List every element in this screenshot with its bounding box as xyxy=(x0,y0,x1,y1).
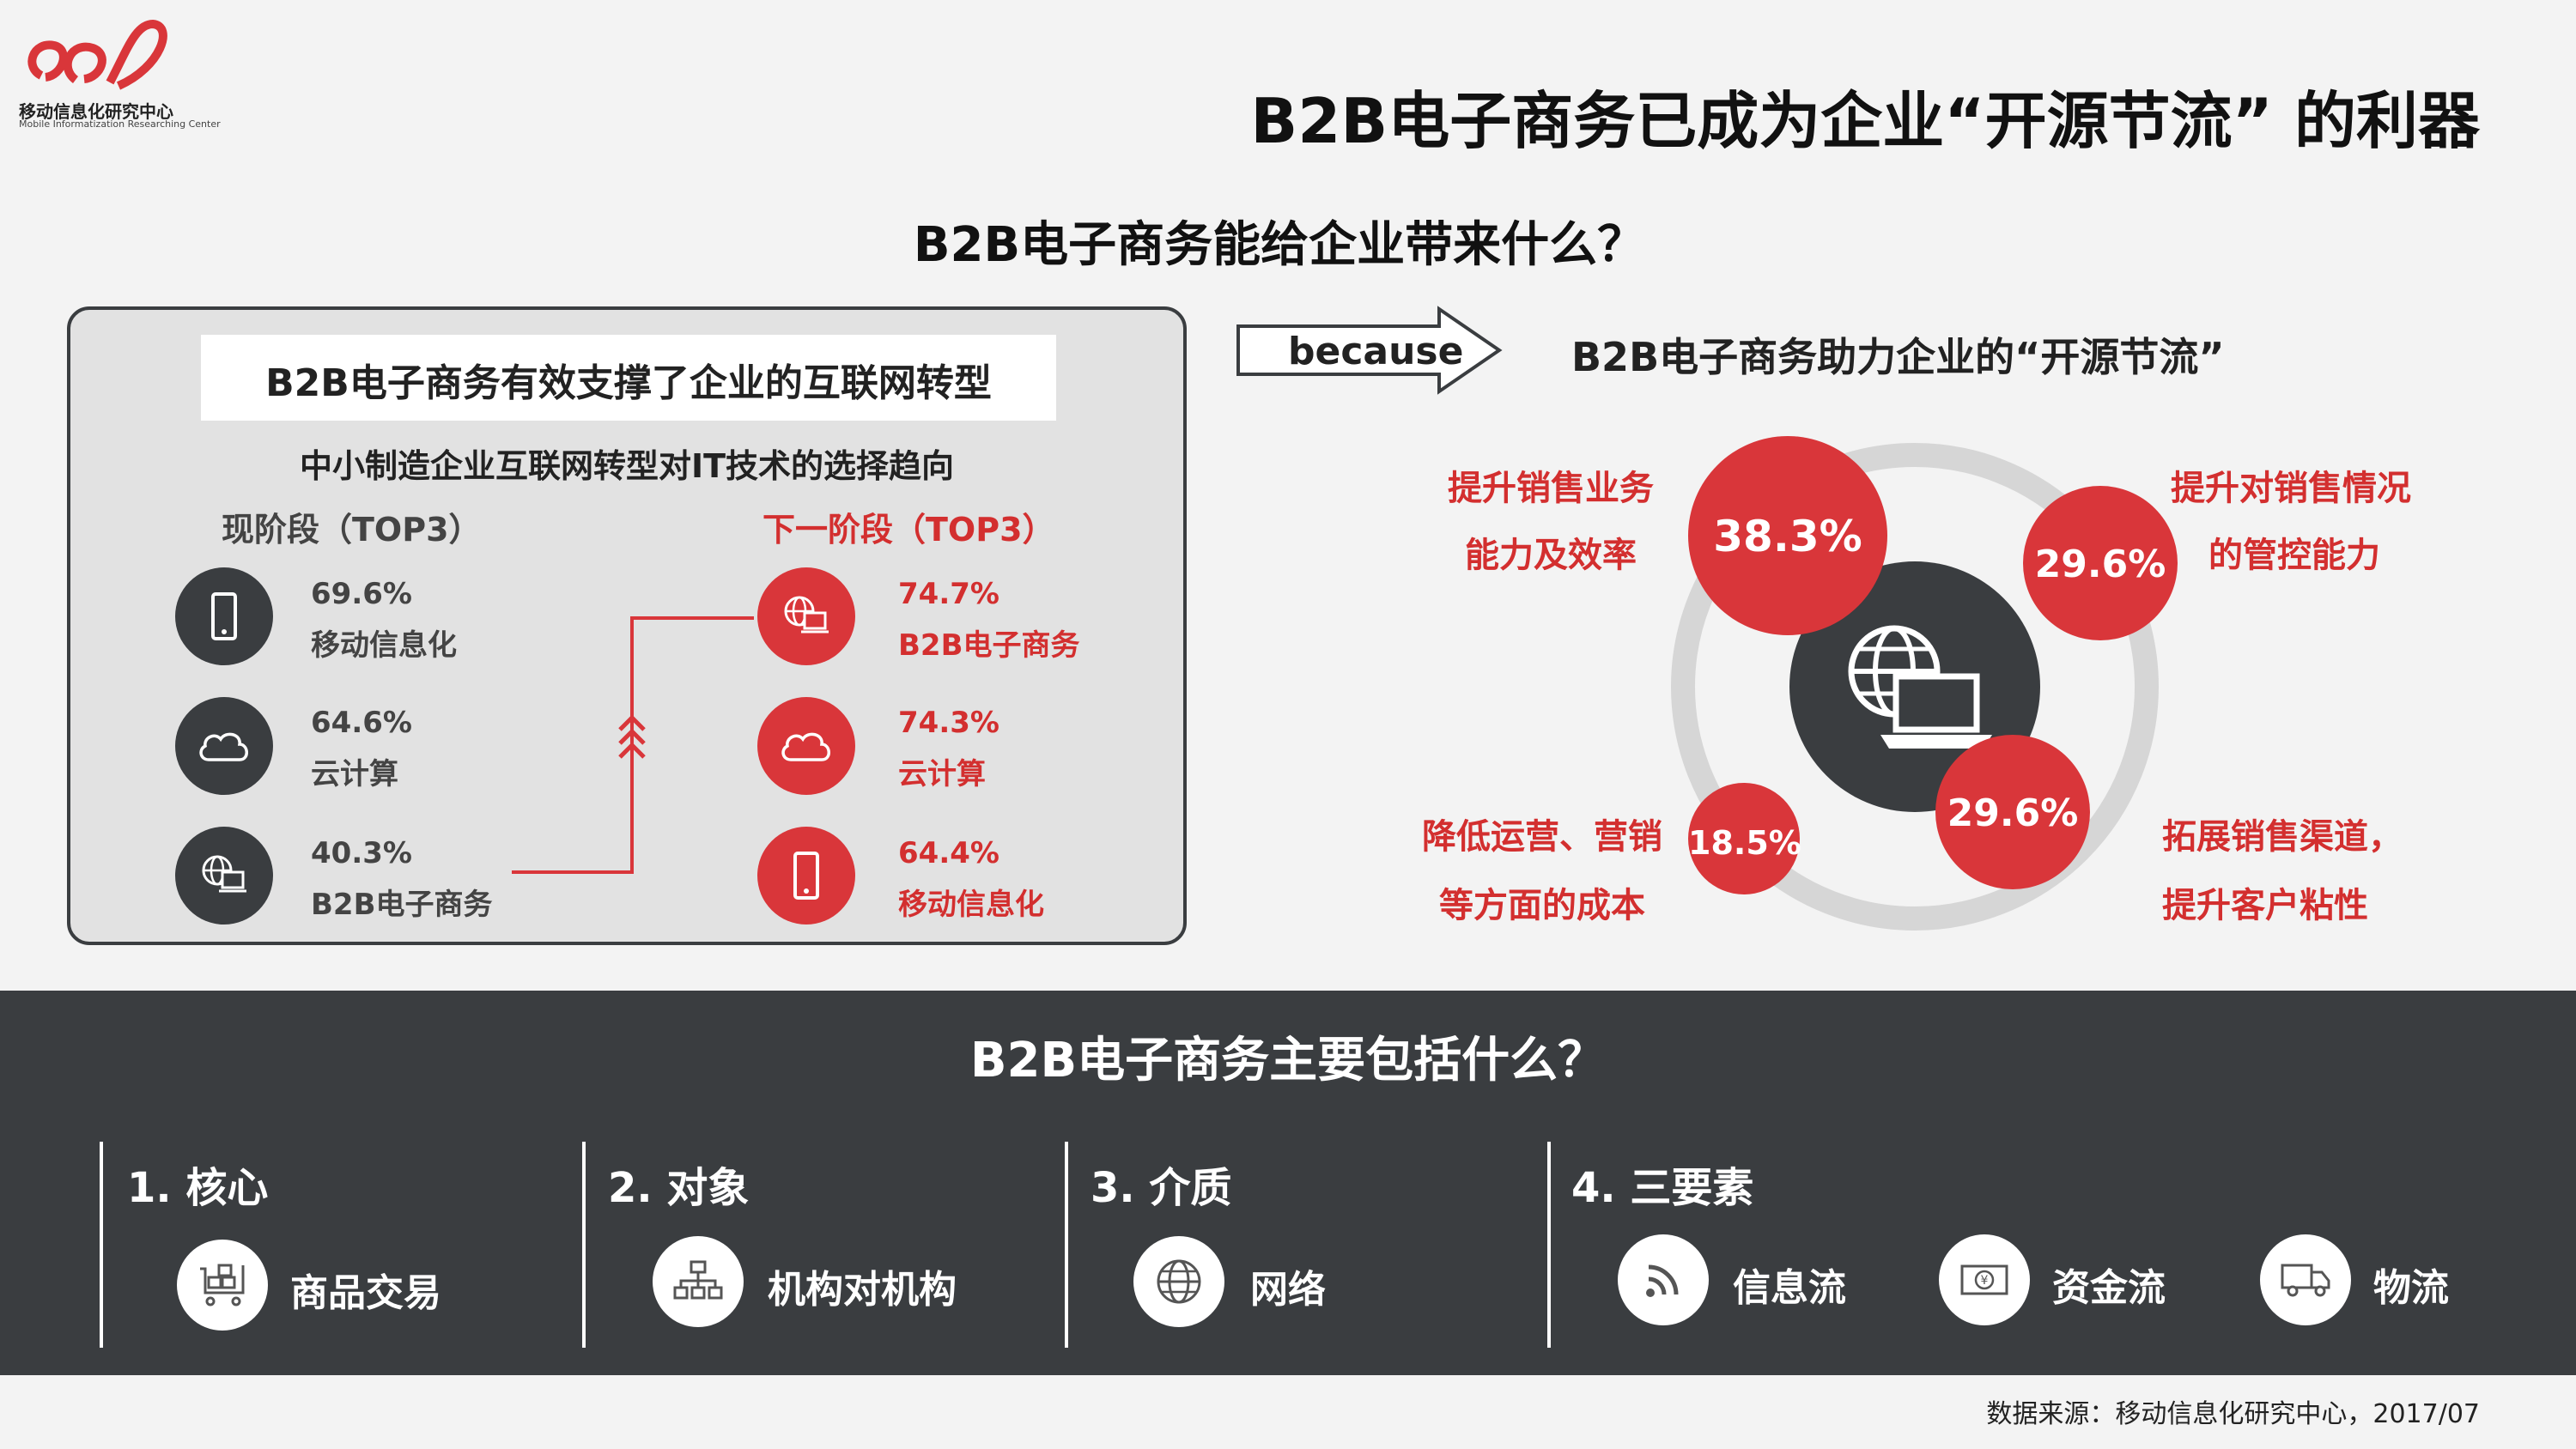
bubble-label-line2: 等方面的成本 xyxy=(1439,886,1645,925)
next-item-label: 云计算 xyxy=(898,757,986,791)
current-item-label: 移动信息化 xyxy=(311,628,457,663)
bubble-value: 29.6% xyxy=(2034,543,2166,586)
mobile-icon xyxy=(757,827,855,925)
signal-icon xyxy=(1618,1234,1709,1325)
right-panel-title: B2B电子商务助力企业的“开源节流” xyxy=(1571,334,2225,380)
next-item-pct: 74.7% xyxy=(898,577,999,611)
panel-subtitle: 中小制造企业互联网转型对IT技术的选择趋向 xyxy=(299,447,955,485)
cloud-icon xyxy=(175,697,273,795)
category-item-label: 机构对机构 xyxy=(768,1268,957,1312)
next-item-pct: 64.4% xyxy=(898,836,999,870)
category-item-label: 资金流 xyxy=(2052,1266,2166,1310)
bubble-value: 18.5% xyxy=(1688,824,1801,862)
next-item-label: 移动信息化 xyxy=(898,888,1044,922)
next-stage-header: 下一阶段（TOP3） xyxy=(762,511,1055,549)
bubble-sales-control xyxy=(2023,486,2178,640)
category-title: 3. 介质 xyxy=(1091,1164,1232,1212)
category-title: 4. 三要素 xyxy=(1571,1164,1754,1212)
svg-text:¥: ¥ xyxy=(1981,1274,1989,1288)
bubble-label-line2: 的管控能力 xyxy=(2208,536,2380,575)
category-item-label: 物流 xyxy=(2373,1266,2449,1310)
category-divider xyxy=(1065,1142,1068,1348)
next-item-label: B2B电子商务 xyxy=(898,628,1080,663)
source-note: 数据来源：移动信息化研究中心，2017/07 xyxy=(1986,1399,2480,1429)
transition-connector xyxy=(512,616,754,874)
globe-laptop-center-icon xyxy=(1848,625,1992,749)
category-item-label: 商品交易 xyxy=(290,1271,441,1315)
category-title: 2. 对象 xyxy=(608,1164,750,1212)
category-divider xyxy=(1547,1142,1551,1348)
cloud-icon xyxy=(757,697,855,795)
current-item-pct: 69.6% xyxy=(311,577,412,611)
bubble-label-line2: 能力及效率 xyxy=(1465,536,1637,575)
globe-laptop-icon xyxy=(757,567,855,665)
logo-subtitle: Mobile Informatization Researching Cente… xyxy=(19,118,221,130)
globe-icon xyxy=(1133,1236,1224,1327)
panel-title: B2B电子商务有效支撑了企业的互联网转型 xyxy=(265,361,992,405)
section2-title: B2B电子商务主要包括什么？ xyxy=(969,1033,1607,1088)
org-chart-icon xyxy=(653,1236,744,1327)
ring-diagram xyxy=(1671,443,2159,931)
page-title: B2B电子商务已成为企业“开源节流” 的利器 xyxy=(1250,85,2480,157)
bubble-label-line2: 提升客户粘性 xyxy=(2162,886,2368,925)
bubble-sales-efficiency xyxy=(1688,436,1887,635)
bubble-channel-expansion xyxy=(1935,735,2090,889)
category-divider xyxy=(100,1142,103,1348)
logo-name: 移动信息化研究中心 xyxy=(19,101,173,122)
goods-cart-icon xyxy=(177,1240,268,1331)
category-item-label: 网络 xyxy=(1250,1268,1326,1312)
because-label: because xyxy=(1288,330,1464,373)
bubble-label-line1: 降低运营、营销 xyxy=(1422,817,1662,857)
bubble-label-line1: 提升销售业务 xyxy=(1448,469,1654,508)
next-item-pct: 74.3% xyxy=(898,706,999,740)
category-title: 1. 核心 xyxy=(127,1164,269,1212)
globe-laptop-icon xyxy=(175,827,273,925)
truck-icon xyxy=(2260,1234,2351,1325)
bubble-label-line1: 拓展销售渠道， xyxy=(2162,817,2403,857)
current-item-pct: 40.3% xyxy=(311,836,412,870)
panel-title-box xyxy=(201,335,1056,421)
because-arrow xyxy=(1236,306,1503,395)
category-divider xyxy=(582,1142,586,1348)
current-item-label: 云计算 xyxy=(311,757,398,791)
section1-title: B2B电子商务能给企业带来什么？ xyxy=(913,217,1646,273)
logo-mark xyxy=(27,19,167,90)
bubble-cost-reduction xyxy=(1688,783,1800,894)
money-icon: ¥ xyxy=(1939,1234,2030,1325)
current-item-label: B2B电子商务 xyxy=(311,888,493,922)
bubble-value: 29.6% xyxy=(1947,791,2079,835)
bubble-label-line1: 提升对销售情况 xyxy=(2171,469,2411,508)
bubble-value: 38.3% xyxy=(1713,512,1862,561)
mobile-icon xyxy=(175,567,273,665)
current-stage-header: 现阶段（TOP3） xyxy=(222,511,482,549)
bottom-band xyxy=(0,991,2576,1375)
category-item-label: 信息流 xyxy=(1733,1266,1846,1310)
current-item-pct: 64.6% xyxy=(311,706,412,740)
